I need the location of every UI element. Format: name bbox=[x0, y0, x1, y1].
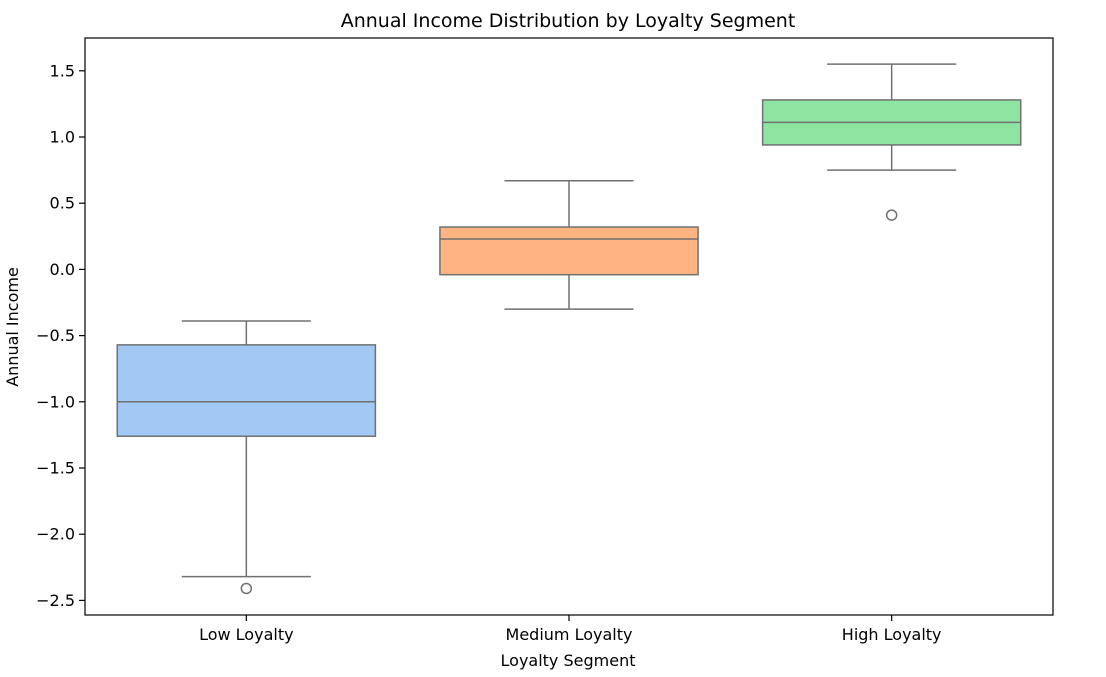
y-tick-label: 0.5 bbox=[50, 194, 75, 213]
x-tick-label: High Loyalty bbox=[842, 625, 942, 644]
boxes-layer bbox=[116, 63, 1022, 595]
y-tick-label: 1.5 bbox=[50, 61, 75, 80]
x-axis-title: Loyalty Segment bbox=[501, 651, 636, 670]
chart-title: Annual Income Distribution by Loyalty Se… bbox=[341, 10, 796, 32]
y-tick-label: −0.5 bbox=[36, 326, 75, 345]
y-tick-label: −1.0 bbox=[36, 392, 75, 411]
y-tick-label: 0.0 bbox=[50, 260, 75, 279]
y-axis-title: Annual Income bbox=[3, 267, 22, 387]
box-low-loyalty bbox=[116, 320, 377, 595]
iqr-box bbox=[116, 344, 377, 437]
y-axis: 1.5 1.0 0.5 0.0 −0.5 −1.0 −1.5 −2.0 −2.5 bbox=[36, 61, 85, 610]
y-tick-label: −2.0 bbox=[36, 525, 75, 544]
box-medium-loyalty bbox=[439, 179, 699, 310]
iqr-box bbox=[439, 226, 699, 276]
y-tick-label: 1.0 bbox=[50, 128, 75, 147]
x-axis: Low Loyalty Medium Loyalty High Loyalty bbox=[199, 615, 942, 644]
y-tick-label: −2.5 bbox=[36, 591, 75, 610]
x-tick-label: Low Loyalty bbox=[199, 625, 293, 644]
y-tick-label: −1.5 bbox=[36, 459, 75, 478]
box-high-loyalty bbox=[761, 63, 1022, 221]
x-tick-label: Medium Loyalty bbox=[506, 625, 633, 644]
outlier-point bbox=[240, 582, 253, 595]
outlier-point bbox=[885, 209, 898, 221]
